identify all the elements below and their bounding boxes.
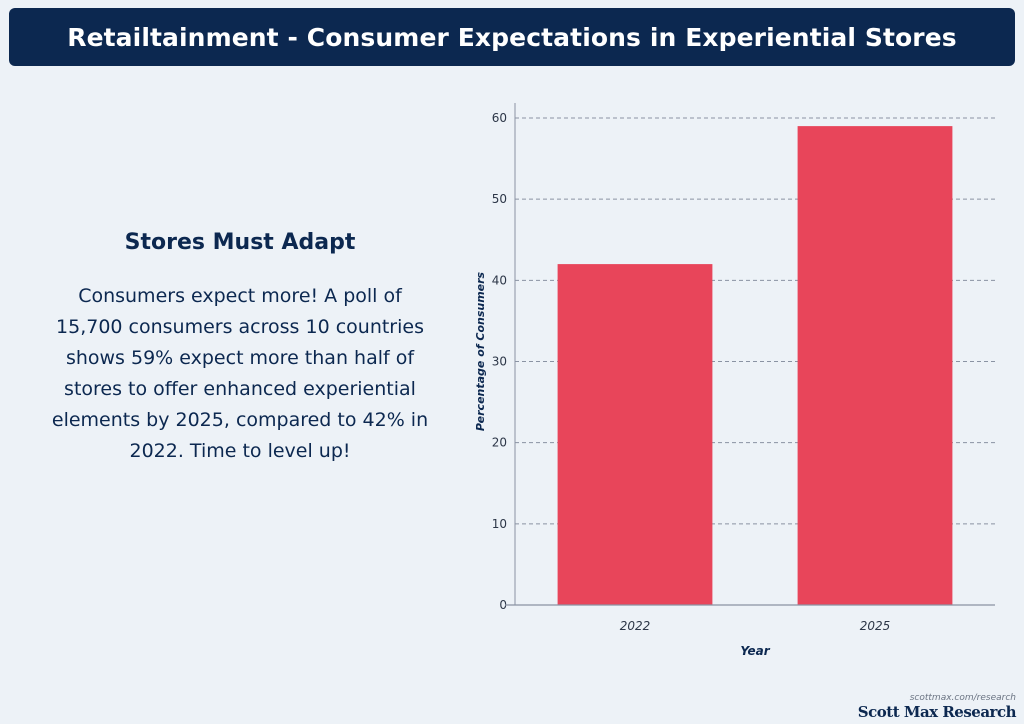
y-tick-label: 30 — [492, 355, 507, 369]
panel-body-text: Consumers expect more! A poll of 15,700 … — [51, 285, 429, 462]
y-tick-label: 0 — [499, 598, 507, 612]
y-tick-label: 20 — [492, 436, 507, 450]
y-tick-label: 60 — [492, 111, 507, 125]
bar-2022 — [557, 264, 713, 605]
panel-subtitle: Stores Must Adapt — [124, 230, 356, 255]
page-title: Retailtainment - Consumer Expectations i… — [67, 22, 957, 52]
y-axis-label: Percentage of Consumers — [474, 271, 487, 431]
page-header: Retailtainment - Consumer Expectations i… — [9, 8, 1015, 66]
bar-2025 — [797, 126, 953, 605]
y-tick-label: 50 — [492, 192, 507, 206]
text-panel: Stores Must Adapt Consumers expect more!… — [50, 230, 430, 467]
x-tick-label: 2022 — [620, 619, 651, 633]
x-tick-label: 2025 — [860, 619, 891, 633]
footer-url: scottmax.com/research — [909, 693, 1016, 703]
y-tick-label: 10 — [492, 517, 507, 531]
footer-brand-logo: Scott Max Research — [857, 703, 1017, 721]
bar-chart: 0 10 20 30 40 50 60 2022 2025 Year Percentage of C… — [474, 103, 995, 658]
y-tick-label: 40 — [492, 273, 507, 287]
x-axis-label: Year — [740, 644, 770, 658]
